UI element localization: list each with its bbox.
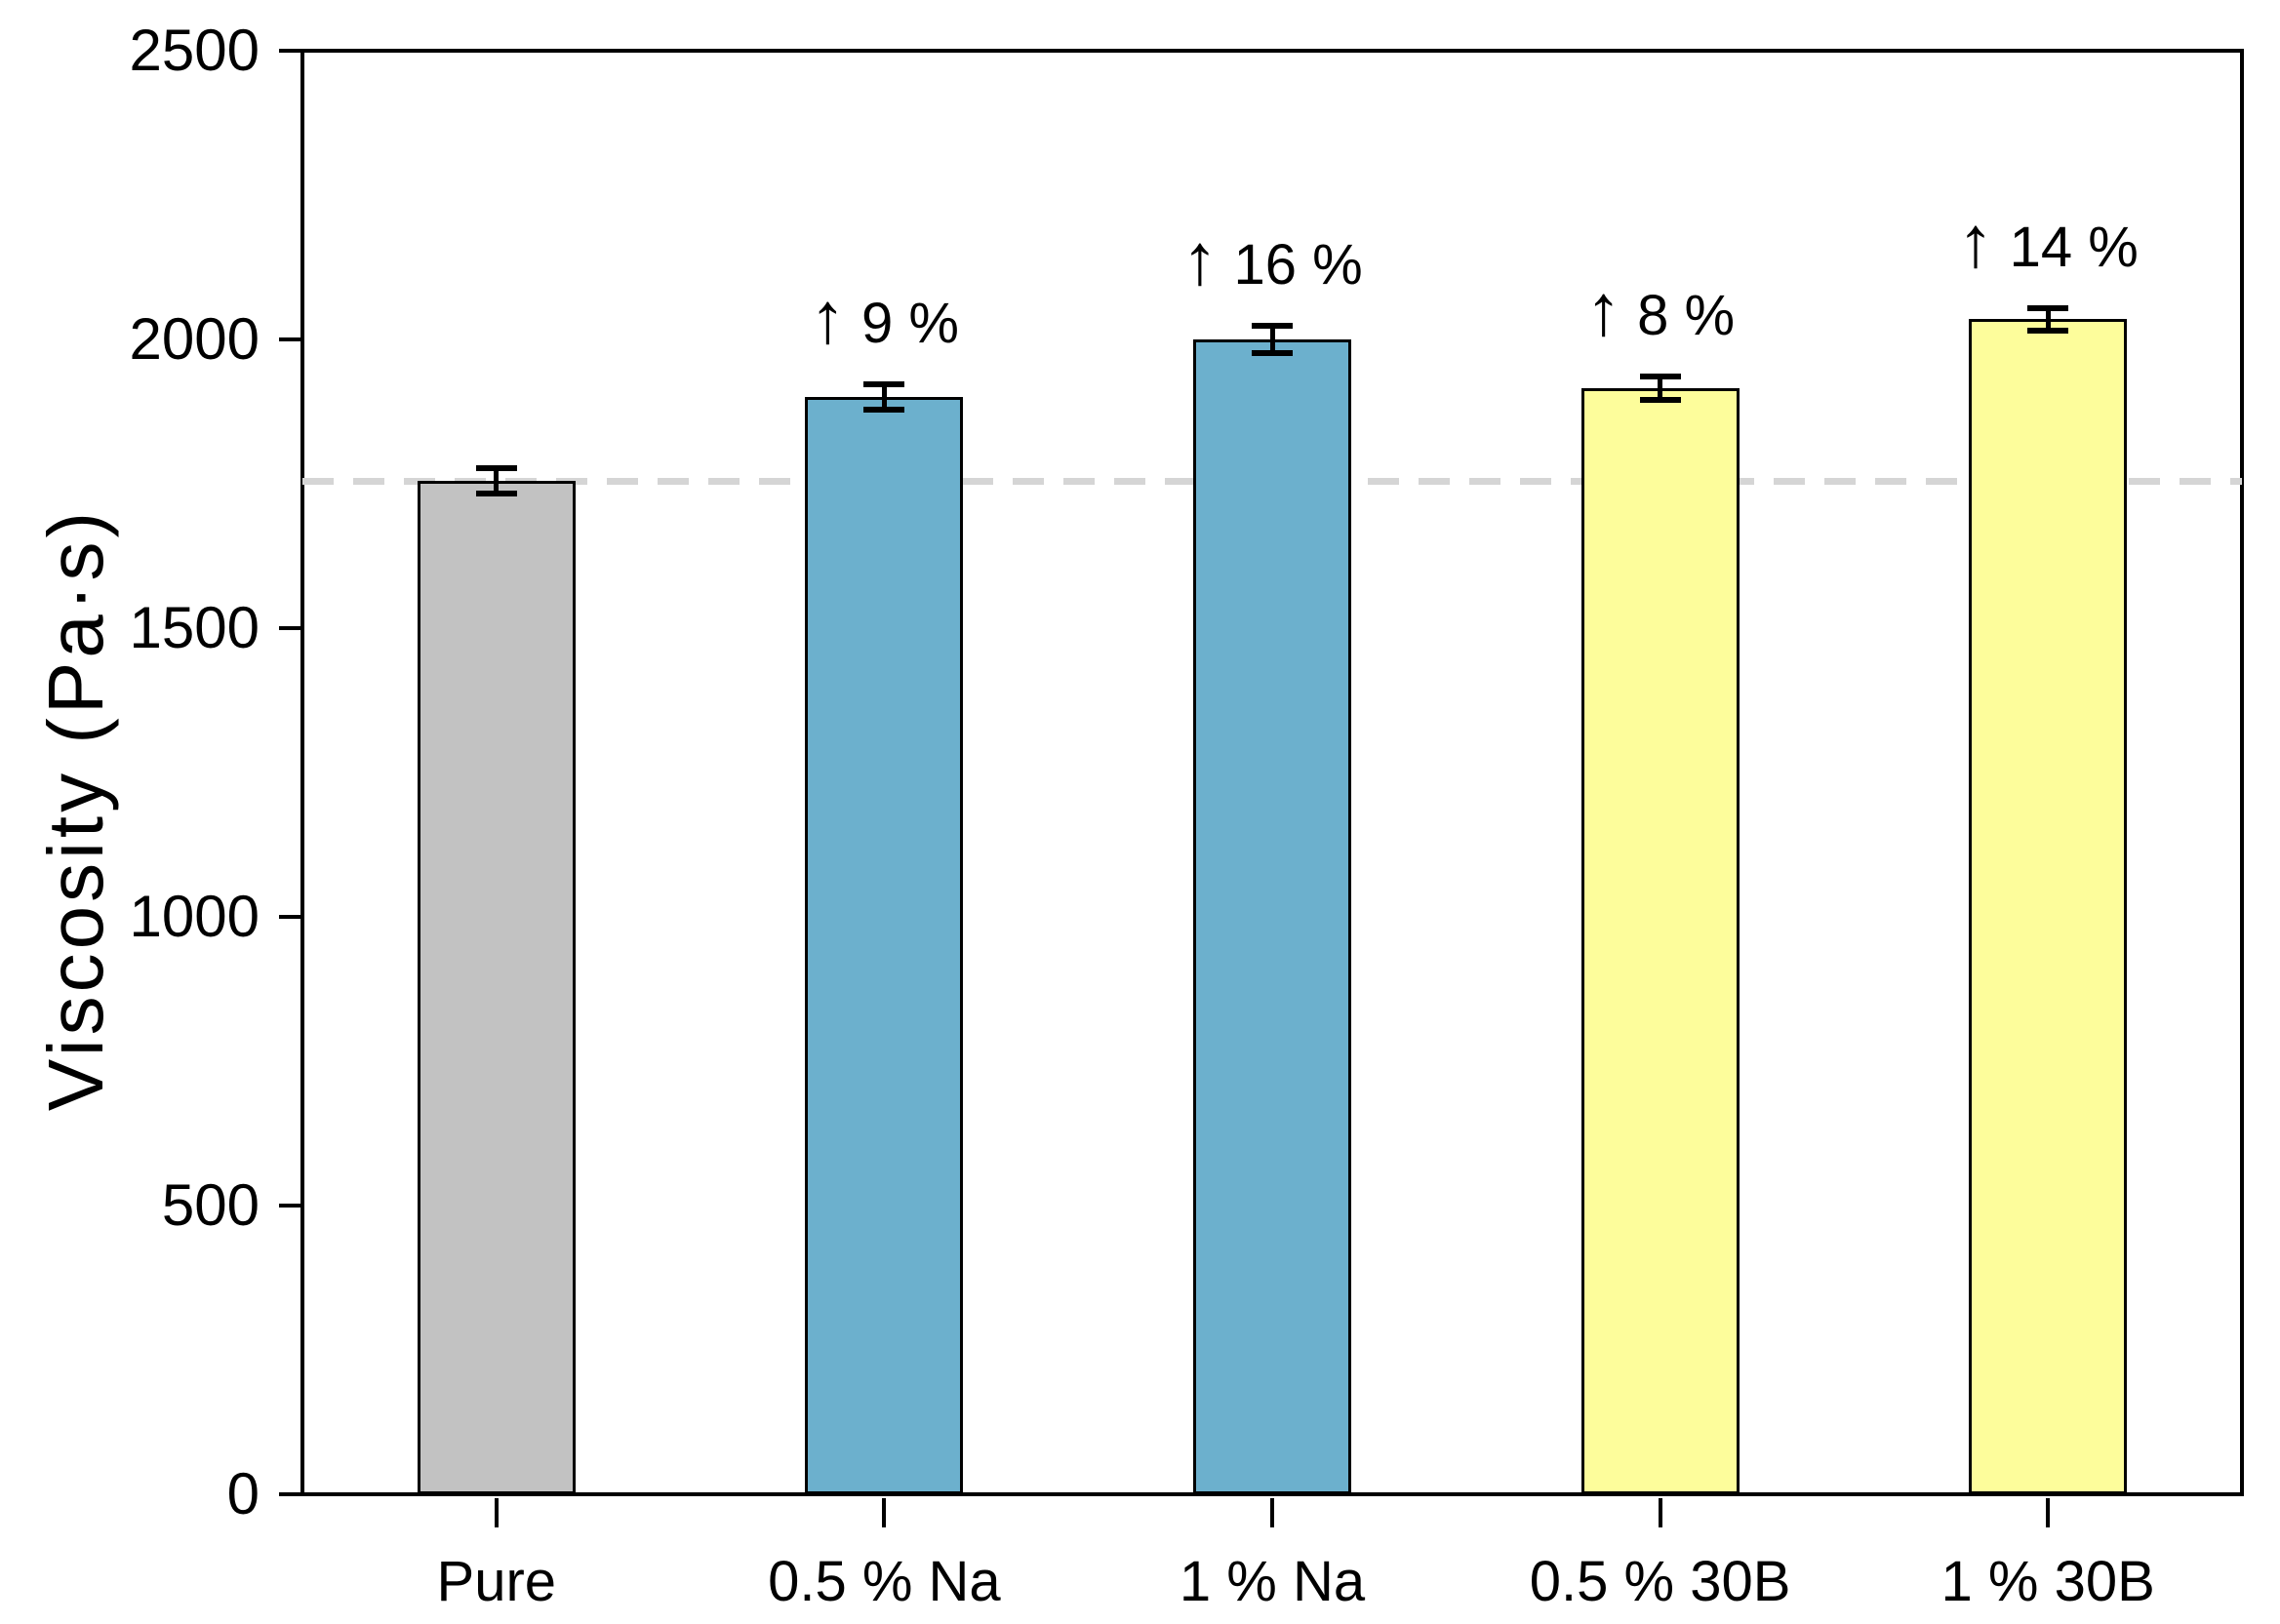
- x-tick-label: 0.5 % 30B: [1529, 1550, 1791, 1613]
- error-bar-stem: [1658, 376, 1663, 401]
- x-tick-label: 1 % Na: [1179, 1550, 1366, 1613]
- x-tick: [494, 1498, 499, 1527]
- up-arrow-icon: ↑: [1181, 218, 1219, 299]
- error-bar-cap: [2027, 305, 2069, 312]
- error-bar-cap: [475, 465, 517, 472]
- y-tick-label: 500: [161, 1172, 260, 1238]
- y-tick-label: 2000: [129, 306, 260, 372]
- y-tick: [279, 626, 304, 630]
- error-bar-stem: [2045, 308, 2051, 331]
- y-tick-label: 2500: [129, 18, 260, 83]
- error-bar-stem: [881, 384, 887, 411]
- bar-0-5-30b: [1580, 388, 1740, 1494]
- x-tick-label: Pure: [436, 1550, 557, 1613]
- error-bar-cap: [863, 381, 905, 388]
- x-tick-label: 0.5 % Na: [768, 1550, 1001, 1613]
- increase-annotation: ↑ 8 %: [1585, 269, 1736, 351]
- bar-1-na: [1193, 339, 1351, 1494]
- y-tick: [279, 1492, 304, 1496]
- error-bar-stem: [1269, 325, 1275, 354]
- increase-annotation: ↑ 16 %: [1181, 218, 1363, 299]
- y-tick: [279, 1204, 304, 1208]
- x-tick: [1658, 1498, 1662, 1527]
- x-tick: [882, 1498, 887, 1527]
- y-tick: [279, 49, 304, 53]
- plot-area: [300, 49, 2244, 1496]
- x-tick: [2046, 1498, 2051, 1527]
- error-bar-stem: [494, 468, 500, 495]
- x-tick: [1270, 1498, 1274, 1527]
- error-bar-cap: [475, 491, 517, 497]
- error-bar-cap: [2027, 327, 2069, 334]
- bar-0-5-na: [805, 397, 964, 1494]
- y-tick: [279, 915, 304, 919]
- y-tick-label: 1500: [129, 595, 260, 660]
- bar-pure: [417, 481, 576, 1494]
- up-arrow-icon: ↑: [809, 277, 846, 359]
- x-tick-label: 1 % 30B: [1940, 1550, 2155, 1613]
- error-bar-cap: [1252, 322, 1293, 329]
- up-arrow-icon: ↑: [1957, 201, 1994, 283]
- error-bar-cap: [1252, 350, 1293, 357]
- bar-1-30b: [1969, 319, 2128, 1494]
- y-tick-label: 1000: [129, 884, 260, 949]
- y-tick: [279, 337, 304, 341]
- increase-annotation: ↑ 14 %: [1957, 201, 2139, 283]
- up-arrow-icon: ↑: [1585, 269, 1622, 351]
- y-tick-label: 0: [226, 1461, 260, 1526]
- error-bar-cap: [1639, 374, 1681, 380]
- error-bar-cap: [1639, 397, 1681, 404]
- error-bar-cap: [863, 407, 905, 414]
- increase-annotation: ↑ 9 %: [809, 277, 959, 359]
